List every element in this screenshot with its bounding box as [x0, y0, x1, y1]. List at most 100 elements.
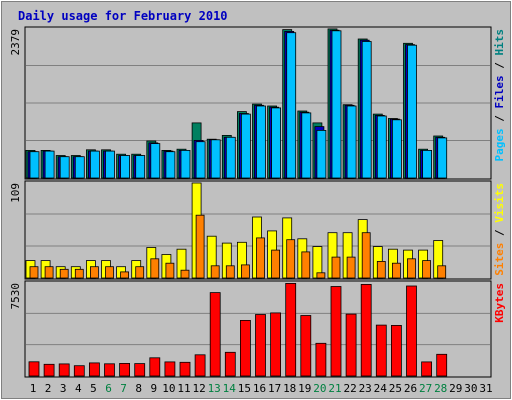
- bar-sites-day-11: [180, 269, 190, 279]
- axis-max-label: 109: [9, 183, 22, 203]
- bar-pages-day-19: [301, 112, 312, 179]
- panel-2: 109 Sites / Visits: [9, 180, 506, 280]
- bar-sites-day-28: [437, 265, 447, 279]
- x-tick-label: 22: [343, 382, 356, 395]
- bar-pages-day-25: [391, 119, 402, 179]
- x-tick-label: 13: [208, 382, 221, 395]
- bar-kbytes-day-23: [360, 283, 372, 377]
- bar-pages-day-4: [74, 156, 85, 179]
- bar-sites-day-9: [150, 258, 160, 279]
- bar-kbytes-day-16: [255, 314, 266, 377]
- legend-entry: Sites: [493, 243, 506, 276]
- bar-pages-day-28: [437, 137, 448, 179]
- bar-sites-day-16: [256, 237, 265, 279]
- x-tick-label: 5: [90, 382, 97, 395]
- bar-kbytes-day-20: [315, 342, 327, 377]
- bar-kbytes-day-22: [345, 313, 357, 377]
- bar-sites-day-23: [361, 232, 371, 279]
- bar-sites-day-10: [165, 262, 175, 279]
- x-tick-label: 6: [105, 382, 112, 395]
- bar-sites-day-2: [44, 266, 54, 279]
- bar-kbytes-day-21: [330, 286, 342, 377]
- bar-kbytes-day-9: [149, 357, 161, 377]
- bar-pages-day-26: [407, 44, 417, 179]
- x-tick-label: 24: [374, 382, 388, 395]
- bar-sites-day-24: [376, 260, 386, 279]
- axis-max-label: 7530: [9, 283, 22, 310]
- bar-sites-day-13: [210, 265, 220, 279]
- bar-pages-day-13: [210, 139, 221, 179]
- bar-sites-day-26: [407, 258, 416, 279]
- x-tick-label: 18: [283, 382, 296, 395]
- bar-sites-day-20: [316, 272, 326, 279]
- x-tick-label: 25: [389, 382, 402, 395]
- bar-pages-day-23: [361, 41, 372, 179]
- legend-entry: /: [493, 109, 506, 129]
- bar-kbytes-day-19: [300, 315, 312, 377]
- bar-pages-day-9: [150, 143, 161, 179]
- axis-max-label: 2379: [9, 29, 22, 56]
- bar-kbytes-day-5: [89, 362, 100, 377]
- bar-sites-day-21: [331, 256, 341, 279]
- panel-legend: KBytes: [493, 283, 506, 323]
- bar-sites-day-4: [74, 268, 84, 279]
- panel-3: 7530 KBytes: [9, 280, 506, 378]
- bar-kbytes-day-13: [209, 292, 221, 377]
- legend-entry: /: [493, 56, 506, 76]
- bar-pages-day-27: [422, 149, 433, 179]
- bar-sites-day-7: [120, 271, 129, 279]
- legend-entry: Files: [493, 75, 506, 108]
- legend-entry: Hits: [493, 29, 506, 56]
- x-tick-label: 16: [253, 382, 266, 395]
- bar-kbytes-day-17: [270, 312, 282, 377]
- legend-entry: Pages: [493, 128, 506, 161]
- bar-pages-day-6: [105, 150, 115, 179]
- bar-kbytes-day-11: [179, 361, 191, 377]
- x-tick-label: 2: [45, 382, 52, 395]
- legend-entry: KBytes: [493, 283, 506, 323]
- bar-pages-day-7: [120, 155, 130, 179]
- bar-sites-day-1: [29, 266, 39, 279]
- bar-sites-day-19: [301, 251, 311, 279]
- bar-kbytes-day-7: [119, 362, 130, 377]
- bar-kbytes-day-1: [28, 361, 40, 377]
- x-tick-label: 30: [464, 382, 477, 395]
- bar-sites-day-17: [271, 249, 281, 279]
- bar-kbytes-day-12: [194, 354, 206, 377]
- bar-sites-day-6: [105, 266, 114, 279]
- bar-pages-day-22: [346, 105, 357, 179]
- x-tick-label: 20: [313, 382, 326, 395]
- bar-sites-day-5: [90, 266, 99, 279]
- bar-kbytes-day-25: [390, 324, 402, 377]
- panel-1: 2379 Pages / Files / Hits: [9, 26, 506, 180]
- bar-kbytes-day-24: [375, 324, 387, 377]
- x-tick-label: 31: [479, 382, 492, 395]
- bar-pages-day-18: [286, 32, 297, 179]
- bar-kbytes-day-8: [134, 363, 146, 377]
- bar-sites-day-15: [240, 264, 250, 279]
- legend-entry: Visits: [493, 183, 506, 223]
- legend-entry: /: [493, 223, 506, 243]
- bar-kbytes-day-3: [58, 363, 70, 377]
- x-tick-label: 21: [328, 382, 341, 395]
- bar-kbytes-day-2: [43, 363, 55, 377]
- x-tick-label: 27: [419, 382, 432, 395]
- x-tick-label: 4: [75, 382, 82, 395]
- bar-pages-day-15: [240, 113, 251, 179]
- x-tick-label: 29: [449, 382, 462, 395]
- x-tick-label: 10: [162, 382, 175, 395]
- x-tick-label: 3: [60, 382, 67, 395]
- x-tick-label: 1: [30, 382, 37, 395]
- bar-sites-day-25: [391, 262, 401, 279]
- bar-pages-day-3: [59, 156, 70, 179]
- bar-pages-day-10: [165, 151, 176, 179]
- bar-sites-day-8: [135, 266, 145, 279]
- bar-kbytes-day-18: [285, 282, 297, 377]
- bar-sites-day-22: [346, 256, 356, 279]
- x-tick-label: 26: [404, 382, 417, 395]
- bar-sites-day-12: [195, 214, 205, 279]
- bar-pages-day-5: [90, 150, 100, 179]
- panel-legend: Pages / Files / Hits: [493, 29, 506, 162]
